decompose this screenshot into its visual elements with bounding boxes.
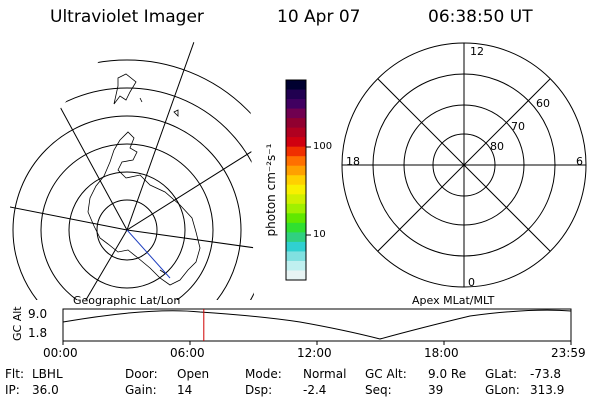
colorbar-band xyxy=(286,241,306,253)
ground-track-line xyxy=(126,229,171,279)
coastline-islands xyxy=(139,97,179,275)
colorbar-band xyxy=(286,137,306,148)
instrument-title: Ultraviolet Imager xyxy=(50,7,204,27)
time-tick-0600: 06:00 xyxy=(170,346,205,360)
altitude-ytick-9: 9.0 xyxy=(28,307,48,321)
colorbar-frame xyxy=(285,79,307,281)
mlt-diagonal-2 xyxy=(377,78,551,252)
colorbar-band xyxy=(286,118,306,129)
mlt-label-0: 0 xyxy=(468,276,475,289)
colorbar-scale xyxy=(286,80,306,281)
observation-date: 10 Apr 07 xyxy=(277,7,361,27)
colorbar-band xyxy=(286,80,306,91)
colorbar-band xyxy=(286,184,306,195)
time-tick-1800: 18:00 xyxy=(424,346,459,360)
status-value: Open xyxy=(177,367,210,381)
status-label: GLon: xyxy=(485,383,520,397)
status-label: Mode: xyxy=(245,367,282,381)
status-label: IP: xyxy=(5,383,20,397)
colorbar-band xyxy=(286,270,306,281)
time-tick-1200: 12:00 xyxy=(297,346,332,360)
status-value: 313.9 xyxy=(530,383,565,397)
status-label: GC Alt: xyxy=(365,367,407,381)
colorbar-band xyxy=(286,203,306,214)
status-label: Flt: xyxy=(5,367,24,381)
coastline-south-america xyxy=(113,73,137,105)
status-value: -2.4 xyxy=(303,383,327,397)
mlt-label-12: 12 xyxy=(470,45,484,58)
altitude-axis-label: GC Alt xyxy=(11,306,24,341)
colorbar-band xyxy=(286,156,306,167)
colorbar-band xyxy=(286,260,306,272)
colorbar-band xyxy=(286,127,306,138)
colorbar-tick-100: 100 xyxy=(313,141,333,152)
time-tick-2359: 23:59 xyxy=(551,346,586,360)
status-value: 39 xyxy=(428,383,444,397)
mlat-label-60: 60 xyxy=(536,97,550,110)
colorbar-band xyxy=(286,99,306,110)
status-label: Seq: xyxy=(365,383,392,397)
mlt-label-6: 6 xyxy=(576,155,583,168)
colorbar-band xyxy=(286,222,306,233)
geo-map-label: Geographic Lat/Lon xyxy=(73,294,181,307)
mlat-label-70: 70 xyxy=(511,120,525,133)
time-tick-0000: 00:00 xyxy=(43,346,78,360)
colorbar-band xyxy=(286,89,306,100)
status-label: Gain: xyxy=(125,383,157,397)
apex-plot-label: Apex MLat/MLT xyxy=(412,294,495,307)
status-value: 9.0 Re xyxy=(428,367,467,381)
status-value: Normal xyxy=(303,367,347,381)
colorbar-band xyxy=(286,165,306,176)
altitude-ytick-1-8: 1.8 xyxy=(28,326,48,340)
mlat-label-80: 80 xyxy=(490,140,504,153)
colorbar-band xyxy=(286,194,306,205)
status-label: Door: xyxy=(125,367,158,381)
coastline-antarctica xyxy=(87,131,201,286)
status-value: -73.8 xyxy=(530,367,562,381)
mlt-label-18: 18 xyxy=(346,155,360,168)
latitude-circles xyxy=(10,59,254,300)
status-label: GLat: xyxy=(485,367,518,381)
colorbar-band xyxy=(286,232,306,243)
status-value: 36.0 xyxy=(32,383,59,397)
colorbar-band xyxy=(286,108,306,119)
observation-time: 06:38:50 UT xyxy=(428,7,533,27)
colorbar-band xyxy=(286,213,306,224)
status-value: 14 xyxy=(177,383,193,397)
colorbar-band xyxy=(286,251,306,262)
altitude-curve xyxy=(62,309,572,340)
colorbar-tick-10: 10 xyxy=(313,229,326,240)
status-value: LBHL xyxy=(32,367,63,381)
colorbar-band xyxy=(286,175,306,186)
status-label: Dsp: xyxy=(245,383,273,397)
colorbar-band xyxy=(286,146,306,157)
